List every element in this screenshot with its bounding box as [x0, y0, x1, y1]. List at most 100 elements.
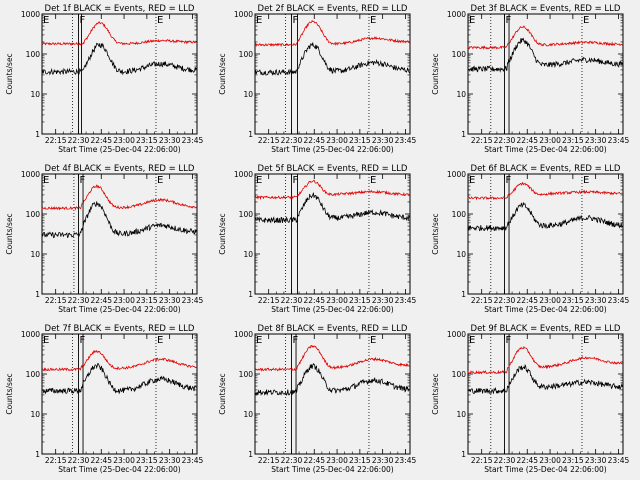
x-tick-label: 22:30 [68, 136, 90, 145]
x-tick-label: 23:45 [608, 136, 630, 145]
x-tick-label: 23:15 [136, 296, 158, 305]
y-axis-label: Counts/sec [431, 53, 440, 94]
events-series-line [41, 201, 197, 239]
region-label: E [256, 15, 262, 26]
plot-frame [41, 173, 198, 295]
region-label: F [292, 15, 298, 26]
y-tick-label: 10 [456, 90, 466, 99]
region-label: E [43, 335, 49, 346]
events-series-line [254, 42, 410, 76]
x-tick-label: 22:15 [45, 136, 67, 145]
x-tick-label: 22:15 [471, 136, 493, 145]
region-label: E [370, 15, 376, 26]
x-tick-label: 23:30 [159, 296, 181, 305]
region-label: F [505, 335, 511, 346]
lld-series-line [41, 20, 197, 46]
lld-series-line [254, 344, 410, 372]
y-tick-label: 100 [452, 50, 467, 59]
x-tick-label: 22:45 [90, 296, 112, 305]
x-tick-label: 22:45 [303, 296, 325, 305]
x-tick-label: 23:30 [159, 136, 181, 145]
region-label: E [256, 335, 262, 346]
chart-panel-2: Det 2f BLACK = Events, RED = LLD 1 10 100 10… [218, 4, 416, 154]
panel-title: Det 5f BLACK = Events, RED = LLD [258, 164, 408, 174]
x-tick-label: 23:15 [136, 136, 158, 145]
y-tick-label: 10 [30, 90, 40, 99]
x-tick-label: 23:00 [113, 136, 135, 145]
x-tick-label: 22:45 [303, 136, 325, 145]
y-axis-label: Counts/sec [431, 213, 440, 254]
y-tick-label: 10 [243, 250, 253, 259]
x-tick-label: 23:00 [539, 136, 561, 145]
x-axis-label: Start Time (25-Dec-04 22:06:00) [484, 305, 606, 314]
lld-series-line [254, 179, 410, 201]
plot-frame [467, 333, 624, 455]
x-axis-label: Start Time (25-Dec-04 22:06:00) [58, 305, 180, 314]
x-tick-label: 22:45 [90, 136, 112, 145]
chart-panel-6: Det 6f BLACK = Events, RED = LLD 1 10 100 10… [431, 164, 629, 314]
y-tick-label: 1 [461, 290, 466, 299]
region-label: F [79, 335, 85, 346]
x-tick-label: 22:45 [303, 456, 325, 465]
y-tick-label: 1000 [21, 10, 40, 19]
y-tick-label: 1 [248, 130, 253, 139]
lld-series-line [467, 345, 623, 375]
region-label: E [256, 175, 262, 186]
x-tick-label: 23:15 [562, 456, 584, 465]
x-tick-label: 23:30 [585, 136, 607, 145]
x-tick-label: 23:00 [326, 136, 348, 145]
x-tick-label: 23:15 [562, 296, 584, 305]
x-tick-label: 22:15 [258, 296, 280, 305]
x-tick-label: 23:45 [395, 296, 417, 305]
y-tick-label: 100 [26, 370, 41, 379]
y-tick-label: 1000 [447, 330, 466, 339]
y-tick-label: 1000 [447, 170, 466, 179]
panel-title: Det 8f BLACK = Events, RED = LLD [258, 324, 408, 334]
y-axis-label: Counts/sec [5, 373, 14, 414]
lld-series-line [254, 19, 410, 48]
y-tick-label: 100 [26, 50, 41, 59]
plot-frame [41, 13, 198, 135]
x-tick-label: 23:45 [608, 456, 630, 465]
y-tick-label: 1 [35, 130, 40, 139]
x-tick-label: 22:15 [258, 456, 280, 465]
x-tick-label: 23:00 [113, 296, 135, 305]
x-axis-label: Start Time (25-Dec-04 22:06:00) [271, 145, 393, 154]
y-tick-label: 100 [239, 210, 254, 219]
y-axis-label: Counts/sec [5, 213, 14, 254]
x-tick-label: 23:45 [395, 136, 417, 145]
chart-panel-1: Det 1f BLACK = Events, RED = LLD 1 10 100 10… [5, 4, 203, 154]
x-tick-label: 23:30 [372, 296, 394, 305]
y-tick-label: 1000 [234, 330, 253, 339]
chart-panel-3: Det 3f BLACK = Events, RED = LLD 1 10 100 10… [431, 4, 629, 154]
x-tick-label: 23:45 [182, 136, 204, 145]
chart-panel-7: Det 7f BLACK = Events, RED = LLD 1 10 100 10… [5, 324, 203, 474]
x-tick-label: 22:30 [281, 456, 303, 465]
x-tick-label: 23:00 [326, 456, 348, 465]
events-series-line [41, 42, 197, 76]
region-label: F [79, 175, 85, 186]
region-label: F [79, 15, 85, 26]
y-tick-label: 1 [35, 450, 40, 459]
x-tick-label: 22:15 [45, 456, 67, 465]
x-tick-label: 22:15 [471, 456, 493, 465]
x-tick-label: 23:15 [349, 136, 371, 145]
region-label: E [469, 335, 475, 346]
x-tick-label: 22:30 [494, 136, 516, 145]
x-tick-label: 23:15 [349, 296, 371, 305]
plot-frame [467, 173, 624, 295]
y-tick-label: 1000 [447, 10, 466, 19]
y-tick-label: 100 [452, 370, 467, 379]
region-label: E [370, 335, 376, 346]
region-label: F [505, 175, 511, 186]
y-axis-label: Counts/sec [218, 373, 227, 414]
x-tick-label: 22:30 [494, 296, 516, 305]
y-tick-label: 10 [243, 410, 253, 419]
y-tick-label: 100 [239, 370, 254, 379]
y-tick-label: 10 [456, 410, 466, 419]
plot-frame [467, 13, 624, 135]
x-tick-label: 22:15 [258, 136, 280, 145]
x-tick-label: 23:00 [539, 456, 561, 465]
x-tick-label: 22:45 [516, 296, 538, 305]
